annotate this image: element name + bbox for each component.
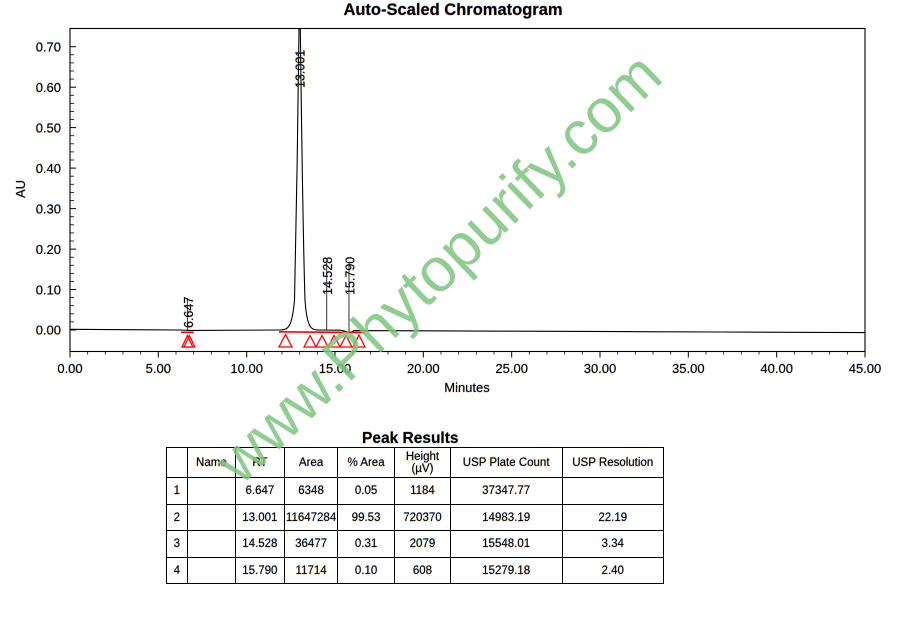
svg-text:AU: AU [13, 180, 28, 198]
svg-text:5.00: 5.00 [146, 361, 171, 376]
svg-text:30.00: 30.00 [584, 361, 617, 376]
svg-text:15.790: 15.790 [343, 257, 357, 295]
svg-text:20.00: 20.00 [407, 361, 440, 376]
svg-text:0.60: 0.60 [36, 80, 61, 95]
svg-text:0.20: 0.20 [36, 242, 61, 257]
svg-text:0.40: 0.40 [36, 161, 61, 176]
svg-text:40.00: 40.00 [760, 361, 793, 376]
svg-text:6.647: 6.647 [182, 297, 196, 328]
svg-text:0.00: 0.00 [36, 323, 61, 338]
svg-text:15.00: 15.00 [319, 361, 352, 376]
svg-text:0.30: 0.30 [36, 201, 61, 216]
svg-text:0.10: 0.10 [36, 282, 61, 297]
svg-text:25.00: 25.00 [495, 361, 528, 376]
svg-text:0.00: 0.00 [57, 361, 82, 376]
svg-text:35.00: 35.00 [672, 361, 705, 376]
svg-text:0.70: 0.70 [36, 40, 61, 55]
svg-text:45.00: 45.00 [849, 361, 882, 376]
svg-text:0.50: 0.50 [36, 120, 61, 135]
svg-text:Auto-Scaled Chromatogram: Auto-Scaled Chromatogram [343, 1, 562, 19]
svg-text:14.528: 14.528 [321, 257, 335, 295]
svg-text:Minutes: Minutes [444, 380, 490, 395]
svg-text:13.001: 13.001 [294, 50, 308, 88]
svg-text:10.00: 10.00 [230, 361, 263, 376]
